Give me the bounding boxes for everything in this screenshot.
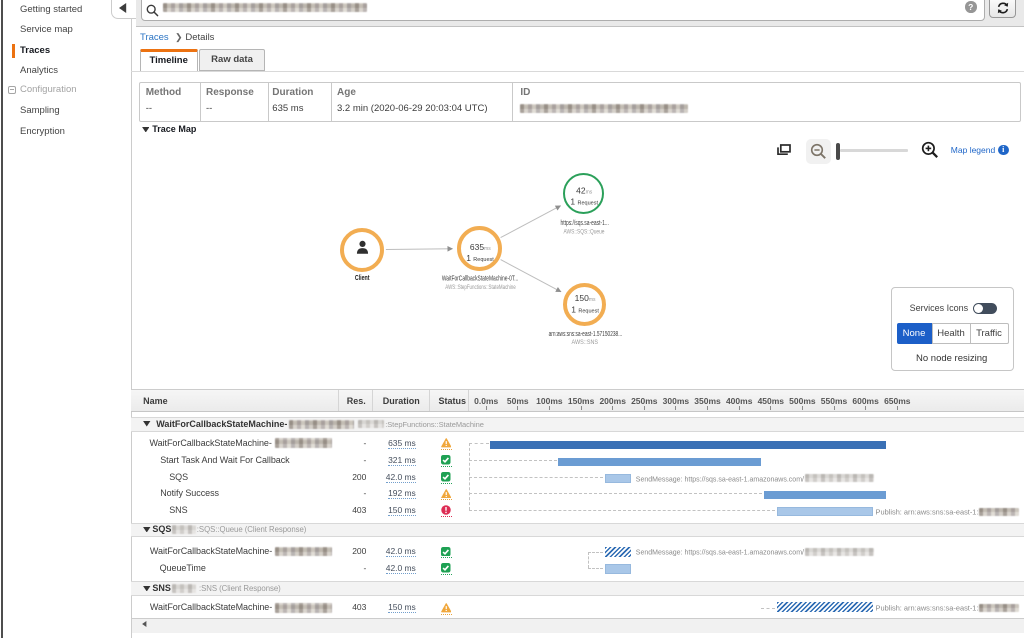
- svg-text:WaitForCallbackStateMachine-0T: WaitForCallbackStateMachine-0T...: [442, 273, 519, 282]
- svg-text:AWS::SNS: AWS::SNS: [572, 339, 599, 346]
- svg-text:AWS::SQS::Queue: AWS::SQS::Queue: [564, 228, 605, 235]
- svg-text:Client: Client: [355, 273, 370, 282]
- svg-text:Publish: arn:aws:sns:sa-east-1: Publish: arn:aws:sns:sa-east-1:: [876, 604, 979, 613]
- svg-text:https://sqs.sa-east-1...: https://sqs.sa-east-1...: [561, 218, 609, 227]
- svg-text:arn:aws:sns:sa-east-1.57150238: arn:aws:sns:sa-east-1.57150238...: [549, 329, 623, 338]
- svg-text:Publish: arn:aws:sns:sa-east-1: Publish: arn:aws:sns:sa-east-1:: [876, 507, 979, 516]
- svg-text:SendMessage: https://sqs.sa-ea: SendMessage: https://sqs.sa-east-1.amazo…: [636, 548, 805, 557]
- svg-text:AWS::StepFunctions::StateMachi: AWS::StepFunctions::StateMachine: [445, 284, 516, 291]
- svg-text:SendMessage: https://sqs.sa-ea: SendMessage: https://sqs.sa-east-1.amazo…: [636, 474, 805, 483]
